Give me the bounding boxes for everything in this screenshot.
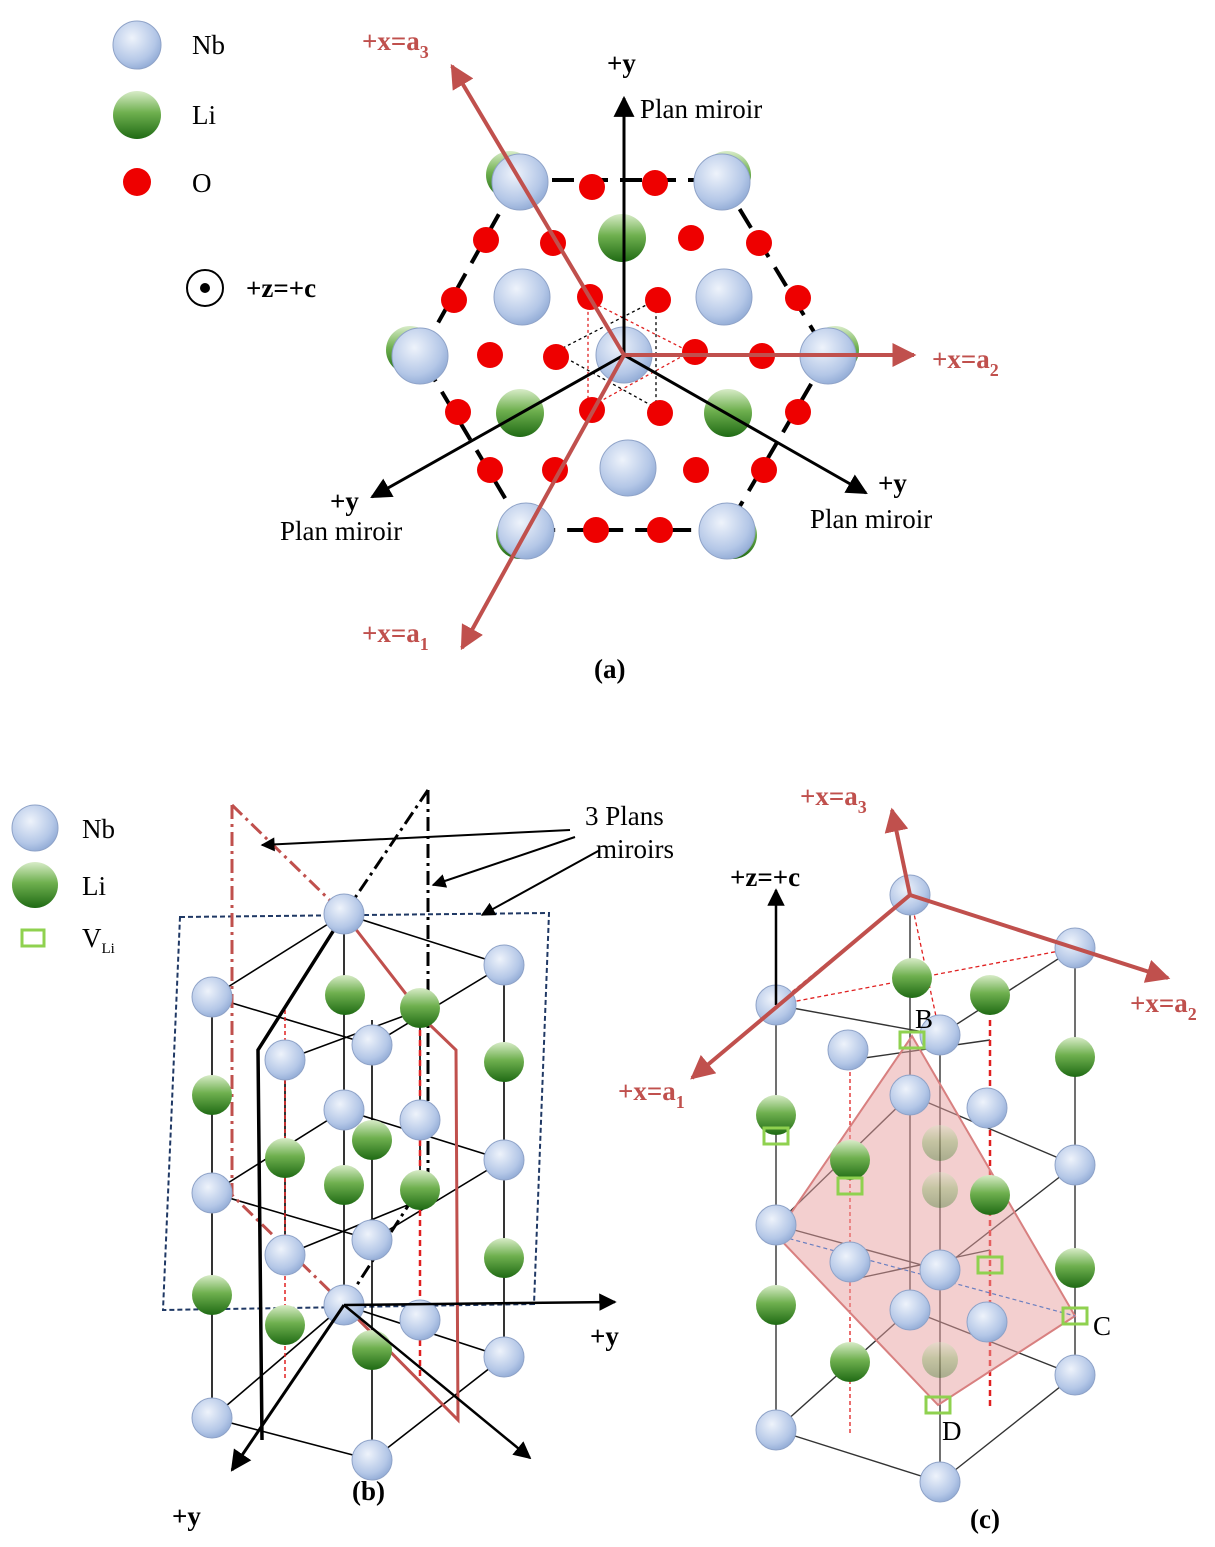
a3-label: +x=a3 <box>362 26 429 62</box>
legend-o-atom <box>123 168 151 196</box>
a2-label: +x=a2 <box>932 344 999 380</box>
inner-triangle-red <box>587 298 692 410</box>
legend-vacancy-label: VLi <box>82 923 115 957</box>
mirrors-label-line1: 3 Plans <box>585 801 664 831</box>
mirror-plane-red-top <box>230 803 346 916</box>
panel-c: +z=+c +x=a3 +x=a2 +x=a1 B C D (c) <box>618 781 1197 1534</box>
a2-label-c: +x=a2 <box>1130 988 1197 1024</box>
a1-label-c: +x=a1 <box>618 1076 685 1112</box>
nb-atoms-b <box>191 893 525 1481</box>
legend-li-atom <box>12 862 58 908</box>
a1-axis-arrow <box>460 354 626 651</box>
caption-b: (b) <box>352 1476 385 1506</box>
li-atoms-c <box>756 958 1095 1382</box>
y-left-label: +y <box>330 486 359 516</box>
caption-c: (c) <box>970 1504 1000 1534</box>
a3-axis-arrow-c <box>884 807 912 896</box>
caption-a: (a) <box>594 654 625 684</box>
vacancy-d <box>924 1395 952 1415</box>
legend-vacancy-icon <box>20 928 46 948</box>
z-axis-label-c: +z=+c <box>730 862 800 892</box>
nb-atom <box>695 268 753 326</box>
y-right-label-b: +y <box>590 1321 619 1351</box>
legend-b-nb-label: Nb <box>82 814 115 844</box>
legend-b: Nb Li VLi <box>11 804 115 957</box>
li-atom <box>598 214 646 262</box>
y-axis-right-arrow <box>623 353 868 495</box>
mirror-pointer-arrow <box>431 836 576 888</box>
y-axis-down-arrow-b <box>230 1304 346 1472</box>
vacancy <box>976 1255 1004 1275</box>
mirror-right-label: Plan miroir <box>810 504 932 534</box>
mirror-left-label: Plan miroir <box>280 516 402 546</box>
a1-label: +x=a1 <box>362 618 429 654</box>
legend-nb-atom <box>112 20 162 70</box>
nb-atom <box>599 439 657 497</box>
legend-o-label: O <box>192 168 212 198</box>
vacancy-c <box>1061 1306 1089 1326</box>
vacancy <box>836 1176 864 1196</box>
point-c-label: C <box>1093 1311 1111 1341</box>
mirror-pointer-arrow <box>260 829 571 852</box>
legend-nb-atom <box>11 804 59 852</box>
nb-atom <box>693 153 751 211</box>
mirror-top-label: Plan miroir <box>640 94 762 124</box>
panel-a: Nb Li O +z=+c <box>112 20 999 684</box>
point-d-label: D <box>942 1416 962 1446</box>
vacancies-c <box>762 1030 1089 1415</box>
y-bottom-label-b: +y <box>172 1501 201 1531</box>
vacancy <box>762 1126 790 1146</box>
a2-axis-arrow-c <box>909 893 1171 983</box>
legend-b-li-label: Li <box>82 871 106 901</box>
z-axis-label-a: +z=+c <box>246 273 316 303</box>
nb-atom <box>493 268 551 326</box>
vacancy-b <box>898 1030 926 1050</box>
legend-a: Nb Li O +z=+c <box>112 20 316 307</box>
panel-b: Nb Li VLi <box>11 789 674 1531</box>
legend-li-atom <box>113 91 161 139</box>
y-right-label: +y <box>878 468 907 498</box>
y-axis-left-arrow <box>370 353 625 499</box>
y-axis-right-arrow-b <box>343 1293 617 1311</box>
mirror-plane-black-diag <box>342 1174 430 1306</box>
nb-atoms-a <box>386 151 859 560</box>
z-out-of-plane-dot <box>200 283 210 293</box>
black-prism-contour <box>256 913 346 1441</box>
point-b-label: B <box>915 1004 933 1034</box>
red-prism-contour <box>342 913 460 1424</box>
y-top-label: +y <box>607 48 636 78</box>
mirror-plane-black-top <box>342 789 430 915</box>
z-out-of-plane-icon <box>186 269 224 307</box>
nb-atom <box>391 327 449 385</box>
a3-label-c: +x=a3 <box>800 781 867 817</box>
mirrors-label-line2: miroirs <box>596 834 674 864</box>
li-atoms-b <box>192 975 524 1370</box>
o-atoms-a <box>441 170 811 543</box>
mirror-pointer-arrow <box>480 849 601 916</box>
y-axis-diag-arrow-b <box>343 1304 532 1460</box>
a1-axis-arrow-c <box>690 893 912 1080</box>
legend-li-label: Li <box>192 100 216 130</box>
legend-nb-label: Nb <box>192 30 225 60</box>
nb-atom <box>698 502 756 560</box>
a3-axis-arrow <box>450 63 626 357</box>
